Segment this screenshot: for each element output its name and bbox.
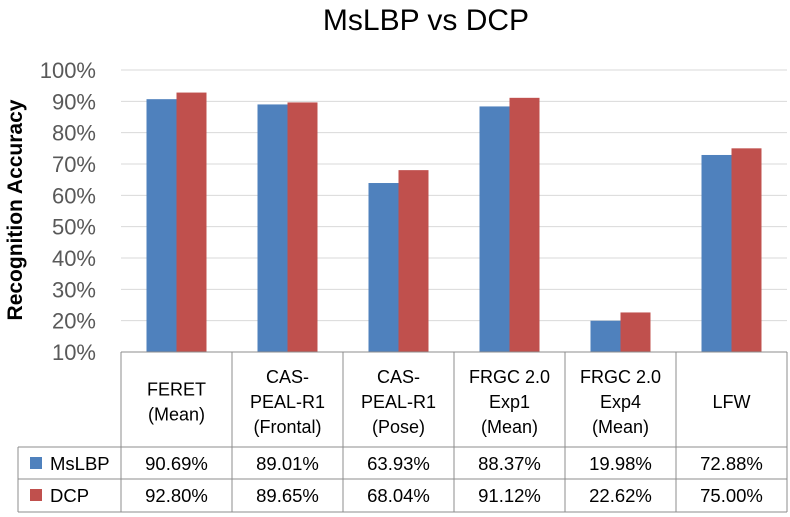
bar-mslbp-3	[368, 183, 399, 352]
category-label: FRGC 2.0	[580, 367, 661, 387]
gridlines	[121, 69, 787, 322]
bar-dcp-5	[620, 312, 651, 352]
y-tick-label: 40%	[52, 246, 96, 271]
table-value-mslbp: 63.93%	[367, 453, 430, 474]
category-label: PEAL-R1	[361, 392, 436, 412]
y-axis-label: Recognition Accuracy	[4, 99, 27, 320]
table-value-dcp: 68.04%	[367, 485, 430, 506]
bar-dcp-6	[731, 148, 762, 352]
bar-mslbp-1	[146, 99, 177, 353]
table-value-dcp: 75.00%	[700, 485, 763, 506]
bar-dcp-2	[287, 102, 318, 353]
legend-label-mslbp: MsLBP	[50, 453, 110, 474]
y-tick-label: 50%	[52, 215, 96, 240]
y-axis-ticks: 10% 20% 30% 40% 50% 60% 70% 80% 90% 100%	[40, 58, 96, 365]
y-tick-label: 70%	[52, 152, 96, 177]
table-value-dcp: 22.62%	[589, 485, 652, 506]
table-value-dcp: 92.80%	[145, 485, 208, 506]
bar-mslbp-2	[257, 104, 288, 352]
bar-dcp-3	[398, 170, 429, 352]
bar-dcp-1	[176, 92, 207, 352]
bar-mslbp-6	[701, 154, 732, 352]
table-value-mslbp: 90.69%	[145, 453, 208, 474]
category-label: PEAL-R1	[250, 392, 325, 412]
bar-mslbp-5	[590, 320, 621, 352]
data-table: FERET (Mean) CAS- PEAL-R1 (Frontal) CAS- PEAL-…	[17, 351, 788, 513]
y-tick-label: 90%	[52, 89, 96, 114]
table-value-mslbp: 19.98%	[589, 453, 652, 474]
category-label: (Frontal)	[253, 417, 321, 437]
legend-swatch-dcp	[30, 489, 42, 501]
table-value-mslbp: 88.37%	[478, 453, 541, 474]
category-label: CAS-	[377, 367, 420, 387]
category-label: FERET	[147, 380, 206, 400]
category-label: CAS-	[266, 367, 309, 387]
table-value-dcp: 89.65%	[256, 485, 319, 506]
y-tick-label: 10%	[52, 340, 96, 365]
legend-swatch-mslbp	[30, 457, 42, 469]
category-label: (Pose)	[372, 417, 425, 437]
category-label: LFW	[713, 392, 751, 412]
table-value-mslbp: 72.88%	[700, 453, 763, 474]
y-tick-label: 30%	[52, 277, 96, 302]
bar-mslbp-4	[479, 106, 510, 352]
legend-label-dcp: DCP	[50, 485, 89, 506]
category-label: Exp1	[489, 392, 530, 412]
category-label: (Mean)	[481, 417, 538, 437]
category-label: FRGC 2.0	[469, 367, 550, 387]
table-value-dcp: 91.12%	[478, 485, 541, 506]
category-label: Exp4	[600, 392, 641, 412]
y-tick-label: 60%	[52, 183, 96, 208]
chart-title: MsLBP vs DCP	[323, 4, 529, 37]
y-tick-label: 20%	[52, 309, 96, 334]
category-label: (Mean)	[592, 417, 649, 437]
category-label: (Mean)	[148, 405, 205, 425]
y-tick-label: 80%	[52, 121, 96, 146]
table-value-mslbp: 89.01%	[256, 453, 319, 474]
bar-dcp-4	[509, 97, 540, 352]
y-tick-label: 100%	[40, 58, 96, 83]
bars	[146, 92, 762, 353]
